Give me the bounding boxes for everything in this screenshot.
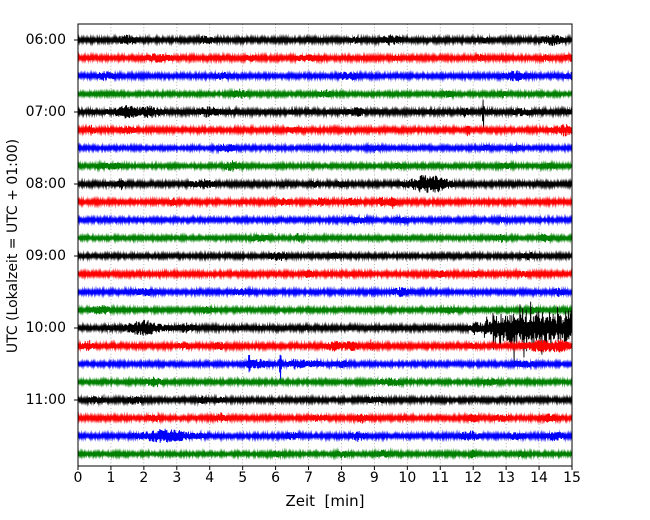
x-tick-label: 14 bbox=[530, 470, 548, 486]
y-tick-label: 07:00 bbox=[25, 104, 66, 120]
x-tick-label: 4 bbox=[205, 470, 215, 486]
y-tick-label: 11:00 bbox=[25, 392, 66, 408]
x-tick-label: 11 bbox=[431, 470, 450, 486]
x-tick-label: 12 bbox=[464, 470, 483, 486]
x-tick-label: 0 bbox=[73, 470, 83, 486]
x-tick-label: 3 bbox=[172, 470, 182, 486]
x-tick-label: 2 bbox=[139, 470, 149, 486]
x-tick-label: 5 bbox=[238, 470, 248, 486]
y-tick-label: 06:00 bbox=[25, 32, 66, 48]
y-tick-label: 10:00 bbox=[25, 320, 66, 336]
x-axis-label: Zeit [min] bbox=[285, 492, 365, 510]
x-tick-label: 6 bbox=[271, 470, 281, 486]
x-tick-label: 13 bbox=[497, 470, 516, 486]
y-tick-label: 08:00 bbox=[25, 176, 66, 192]
x-tick-label: 9 bbox=[369, 470, 379, 486]
x-tick-label: 1 bbox=[106, 470, 116, 486]
x-tick-label: 10 bbox=[398, 470, 417, 486]
y-tick-label: 09:00 bbox=[25, 248, 66, 264]
x-tick-label: 7 bbox=[304, 470, 313, 486]
x-tick-label: 15 bbox=[563, 470, 581, 486]
x-tick-label: 8 bbox=[336, 470, 346, 486]
